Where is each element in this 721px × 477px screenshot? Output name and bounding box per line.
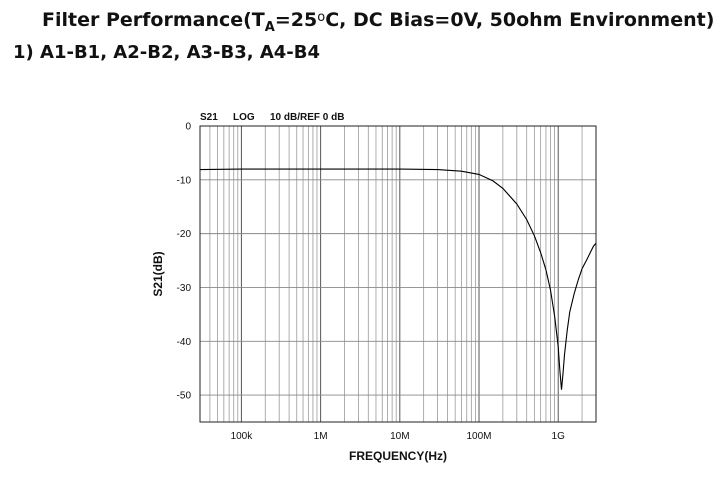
title-subscript: A xyxy=(264,20,275,35)
minor-grid xyxy=(209,126,583,422)
plot-header-label: 10 dB/REF 0 dB xyxy=(270,112,344,123)
y-tick-label: -40 xyxy=(177,337,192,348)
title-prefix: Filter Performance(T xyxy=(42,9,265,31)
title-degree-symbol: o xyxy=(317,10,326,25)
plot-frame xyxy=(199,125,597,423)
y-tick-label: -10 xyxy=(177,175,192,186)
chart-subtitle: 1) A1-B1, A2-B2, A3-B3, A4-B4 xyxy=(13,42,321,63)
s21-curve xyxy=(199,168,597,390)
x-tick-label: 1M xyxy=(314,431,328,442)
y-tick-label: 0 xyxy=(185,122,191,133)
title-temperature: =25 xyxy=(274,9,318,31)
y-tick-label: -30 xyxy=(177,283,192,294)
major-grid xyxy=(200,126,596,422)
y-axis-label: S21(dB) xyxy=(151,251,165,296)
x-axis-ticks: 100k 1M 10M 100M 1G xyxy=(231,431,566,442)
y-axis-ticks: 0 -10 -20 -30 -40 -50 xyxy=(177,122,192,402)
plot-header-label: S21 xyxy=(200,112,218,123)
plot-header: S21 LOG 10 dB/REF 0 dB xyxy=(200,112,344,123)
x-axis-label: FREQUENCY(Hz) xyxy=(349,449,447,463)
chart-title: Filter Performance(TA=25oC, DC Bias=0V, … xyxy=(42,9,714,35)
x-tick-label: 100M xyxy=(467,431,492,442)
x-tick-label: 1G xyxy=(552,431,566,442)
y-tick-label: -20 xyxy=(177,229,192,240)
plot-header-label: LOG xyxy=(233,112,255,123)
y-tick-label: -50 xyxy=(177,391,192,402)
title-suffix: C, DC Bias=0V, 50ohm Environment) xyxy=(325,9,715,31)
x-tick-label: 100k xyxy=(231,431,254,442)
x-tick-label: 10M xyxy=(390,431,409,442)
